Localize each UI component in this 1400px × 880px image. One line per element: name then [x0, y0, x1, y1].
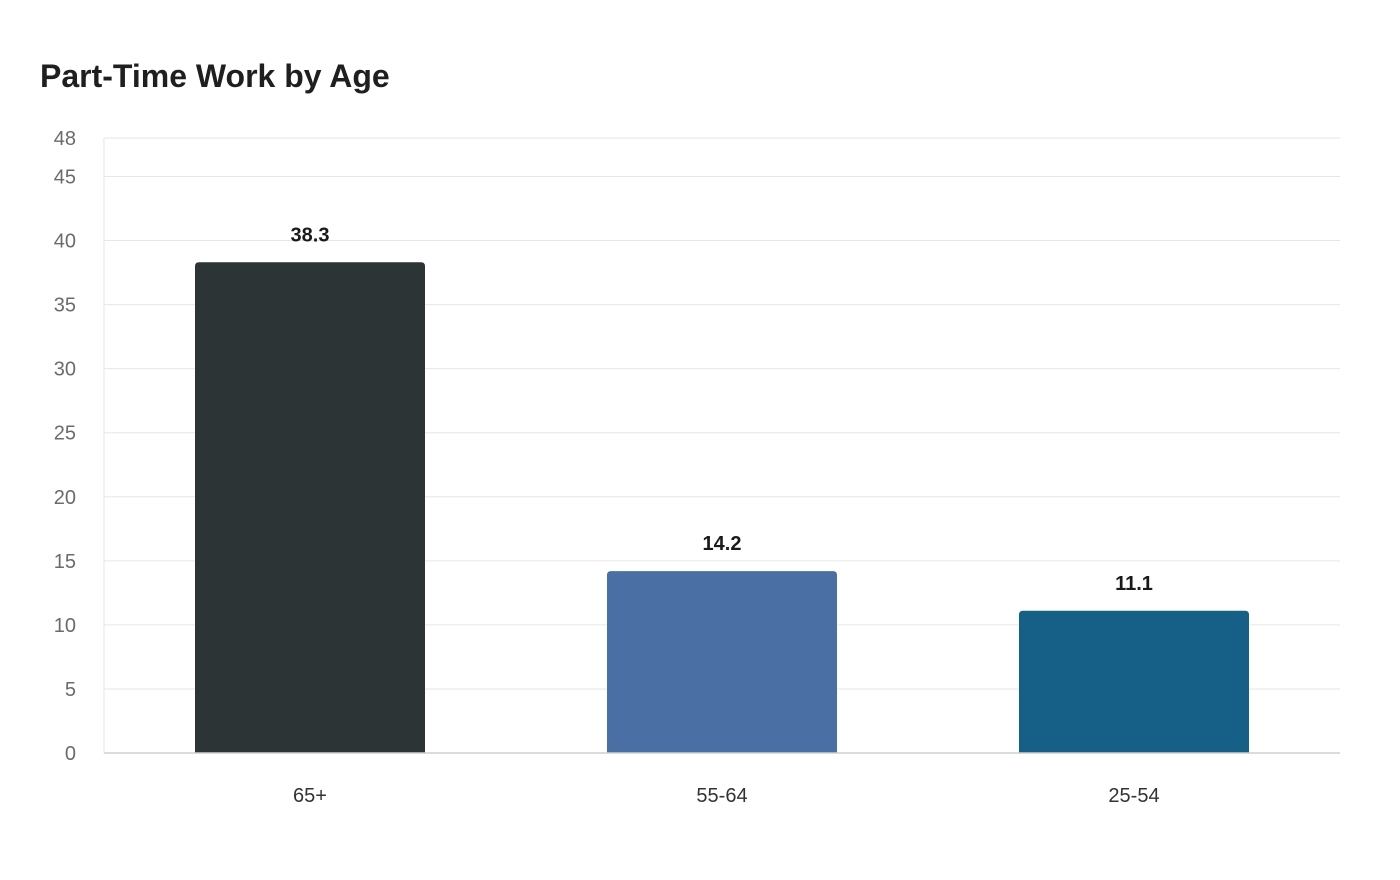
- y-tick-label: 48: [54, 128, 76, 150]
- x-axis-labels: 65+ 55-64 25-54: [293, 785, 1160, 807]
- bar-65plus: [195, 262, 425, 753]
- value-label: 11.1: [1115, 573, 1153, 595]
- bar-55-64: [607, 571, 837, 753]
- value-labels: 38.3 14.2 11.1: [291, 224, 1153, 595]
- value-label: 14.2: [703, 533, 742, 555]
- y-tick-label: 40: [54, 231, 76, 253]
- bars: [195, 262, 1249, 753]
- chart-title: Part-Time Work by Age: [40, 58, 390, 94]
- y-axis-ticks: 0 5 10 15 20 25 30 35 40 45 48: [54, 128, 76, 765]
- y-tick-label: 30: [54, 359, 76, 381]
- y-tick-label: 20: [54, 487, 76, 509]
- y-tick-label: 15: [54, 551, 76, 573]
- x-tick-label: 65+: [293, 785, 327, 807]
- y-tick-label: 5: [65, 679, 76, 701]
- x-tick-label: 55-64: [696, 785, 747, 807]
- y-tick-label: 25: [54, 423, 76, 445]
- value-label: 38.3: [291, 224, 330, 246]
- x-tick-label: 25-54: [1108, 785, 1159, 807]
- y-tick-label: 45: [54, 166, 76, 188]
- y-tick-label: 0: [65, 743, 76, 765]
- y-tick-label: 10: [54, 615, 76, 637]
- y-tick-label: 35: [54, 295, 76, 317]
- bar-25-54: [1019, 610, 1249, 753]
